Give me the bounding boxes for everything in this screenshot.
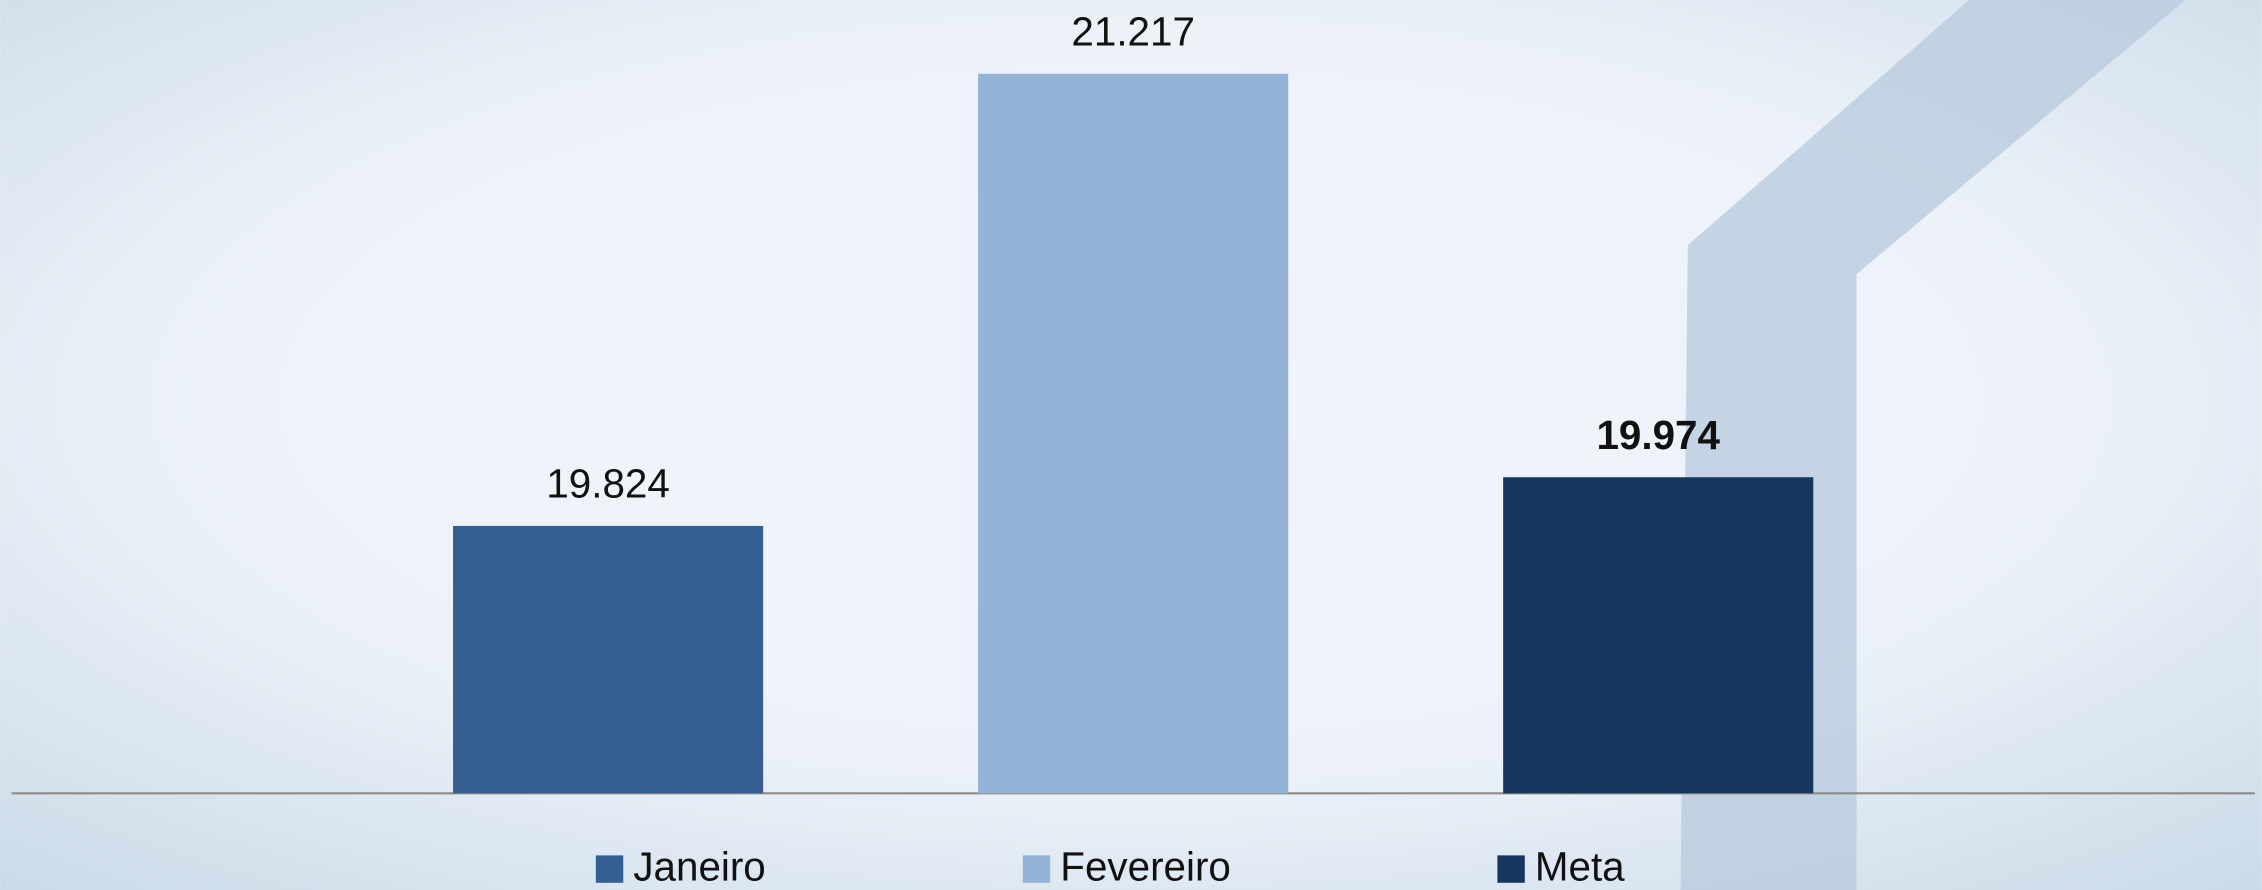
legend-label: Fevereiro <box>1060 843 1231 889</box>
bar <box>1503 477 1814 794</box>
legend-swatch <box>595 855 624 883</box>
legend-swatch <box>1022 855 1051 883</box>
legend-swatch <box>1497 855 1525 883</box>
legend-label: Meta <box>1535 843 1625 889</box>
data-label: 19.824 <box>546 461 670 507</box>
legend-label: Janeiro <box>633 843 765 889</box>
data-label: 21.217 <box>1071 9 1195 55</box>
bar <box>978 73 1289 794</box>
data-label: 19.974 <box>1596 412 1720 458</box>
bar <box>453 525 764 794</box>
